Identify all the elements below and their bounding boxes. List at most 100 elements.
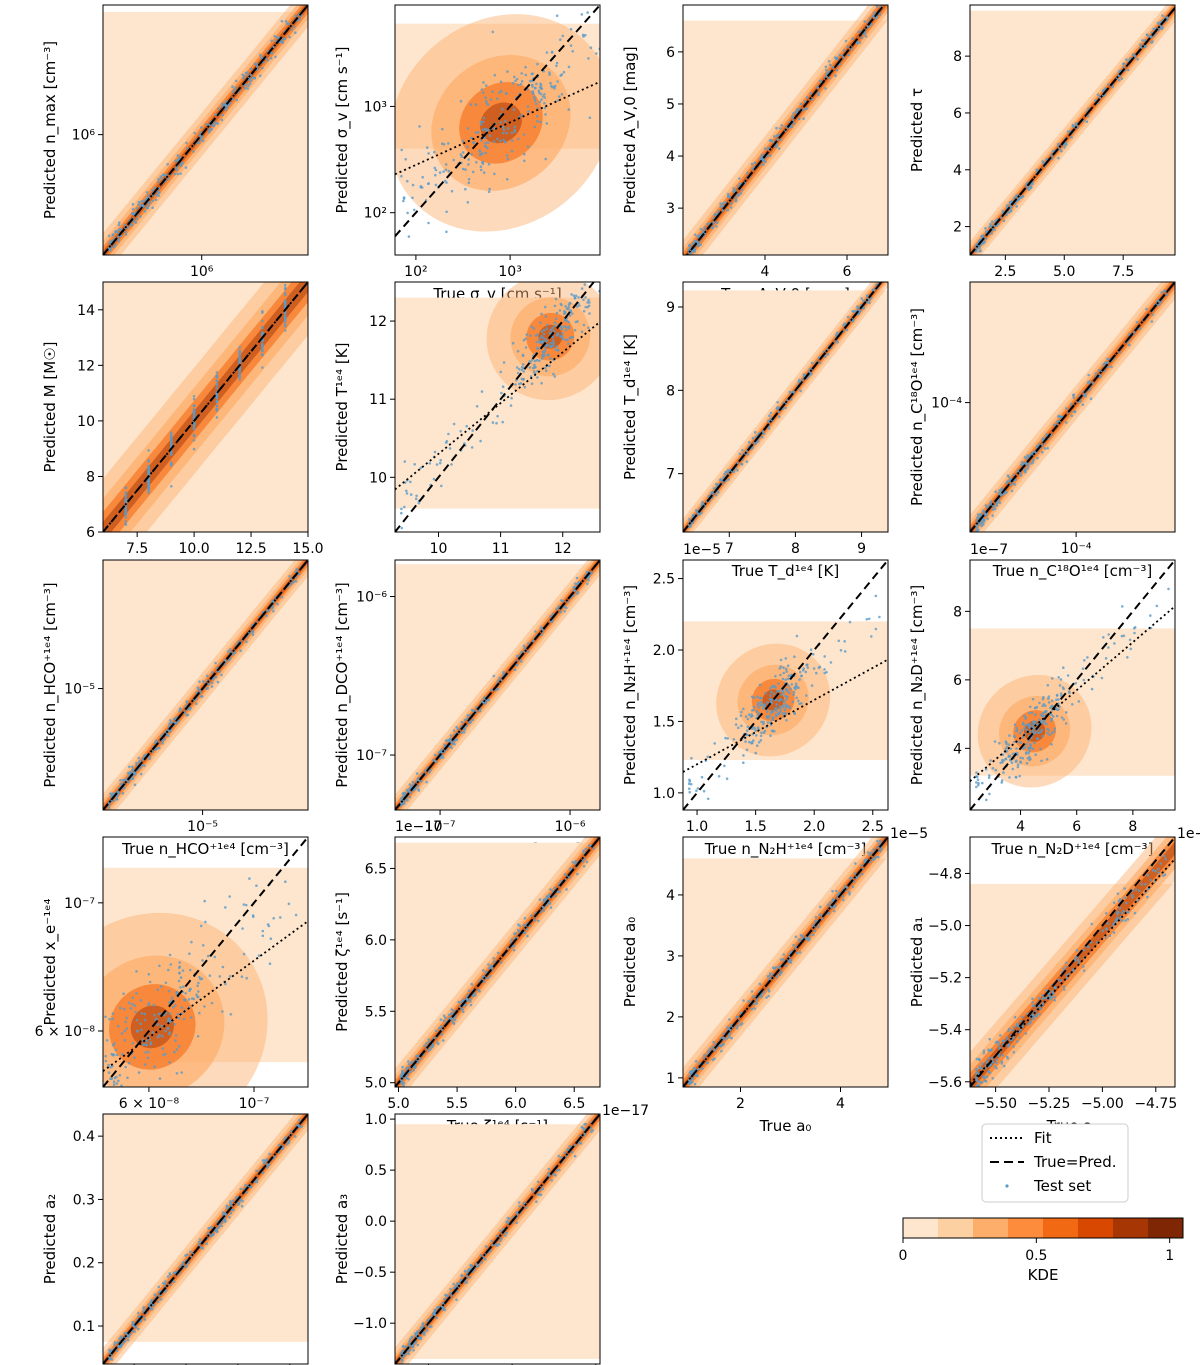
test-point — [863, 20, 866, 23]
test-point — [262, 61, 265, 64]
y-axis-label: Predicted T_d¹ᵉ⁴ [K] — [621, 334, 640, 480]
test-point — [484, 970, 488, 974]
test-point — [1014, 776, 1018, 779]
test-point — [94, 1123, 97, 1126]
test-point — [862, 306, 866, 309]
y-tick-label: 0.2 — [73, 1256, 95, 1272]
test-point — [573, 328, 577, 332]
test-point — [515, 654, 519, 658]
test-point — [1155, 604, 1159, 608]
test-point — [491, 421, 495, 424]
test-point — [760, 731, 763, 735]
test-point — [1050, 743, 1053, 746]
test-point — [1018, 1036, 1021, 1039]
test-point — [797, 699, 800, 703]
test-point — [482, 171, 486, 174]
test-point — [483, 144, 487, 148]
test-point — [489, 98, 493, 101]
test-point — [852, 318, 855, 322]
test-point — [153, 186, 157, 190]
test-point — [210, 671, 214, 674]
test-point — [461, 167, 465, 171]
test-point — [450, 189, 454, 193]
test-point — [261, 349, 264, 352]
test-point — [545, 903, 549, 907]
x-tick-label: 5.0 — [1053, 264, 1075, 280]
test-point — [104, 1054, 107, 1058]
test-point — [868, 299, 871, 302]
test-point — [200, 695, 204, 698]
test-point — [452, 729, 456, 732]
test-point — [1033, 727, 1036, 730]
test-point — [546, 323, 549, 327]
test-point — [722, 1038, 726, 1041]
test-point — [175, 721, 178, 725]
test-point — [561, 34, 565, 38]
test-point — [401, 1069, 404, 1072]
true-pred-line — [683, 560, 888, 810]
test-point — [878, 839, 882, 842]
test-point — [1122, 634, 1126, 638]
test-point — [480, 390, 484, 393]
fit-line — [103, 282, 308, 532]
test-point — [549, 888, 552, 891]
test-point — [1133, 626, 1137, 629]
test-point — [1024, 752, 1028, 755]
test-point — [135, 992, 138, 995]
y-tick-label: 4 — [666, 888, 675, 904]
test-point — [176, 1013, 180, 1016]
test-point — [798, 378, 801, 382]
test-point — [771, 685, 775, 688]
test-point — [170, 438, 173, 442]
test-point — [984, 514, 988, 517]
test-point — [983, 240, 986, 244]
test-point — [114, 1048, 118, 1052]
test-point — [756, 713, 760, 717]
test-point — [481, 91, 485, 95]
test-point — [519, 82, 523, 86]
test-point — [402, 196, 406, 199]
test-point — [786, 664, 790, 667]
x-offset-label: 1e−5 — [890, 826, 928, 842]
test-point — [534, 334, 538, 337]
test-point — [551, 339, 555, 342]
test-point — [129, 1007, 133, 1010]
test-point — [147, 489, 150, 493]
test-point — [784, 406, 787, 410]
axes-frame — [682, 281, 889, 533]
test-point — [553, 84, 557, 88]
test-point — [261, 339, 264, 343]
test-point — [523, 916, 527, 920]
test-point — [499, 121, 503, 124]
y-tick-label: 6 — [953, 673, 962, 689]
test-point — [782, 692, 785, 695]
test-point — [1116, 892, 1120, 895]
test-point — [408, 1066, 411, 1069]
test-point — [1009, 210, 1012, 213]
test-point — [285, 22, 289, 26]
test-point — [527, 642, 530, 645]
test-point — [123, 786, 126, 790]
test-point — [425, 780, 428, 784]
test-point — [420, 779, 423, 783]
test-point — [991, 1061, 995, 1064]
test-point — [1000, 493, 1004, 497]
test-point — [457, 1000, 461, 1004]
test-point — [987, 1057, 991, 1060]
test-point — [582, 309, 586, 313]
test-point — [180, 161, 184, 165]
test-point — [1087, 373, 1090, 377]
test-point — [221, 965, 225, 969]
test-point — [981, 781, 984, 785]
test-point — [204, 920, 207, 924]
test-point — [188, 968, 192, 972]
test-point — [474, 103, 478, 106]
test-point — [402, 199, 405, 203]
test-point — [692, 1067, 696, 1070]
fit-line — [970, 282, 1175, 532]
test-point — [470, 136, 473, 140]
test-point — [1104, 912, 1108, 915]
test-point — [995, 1061, 998, 1065]
test-point — [1013, 483, 1017, 486]
